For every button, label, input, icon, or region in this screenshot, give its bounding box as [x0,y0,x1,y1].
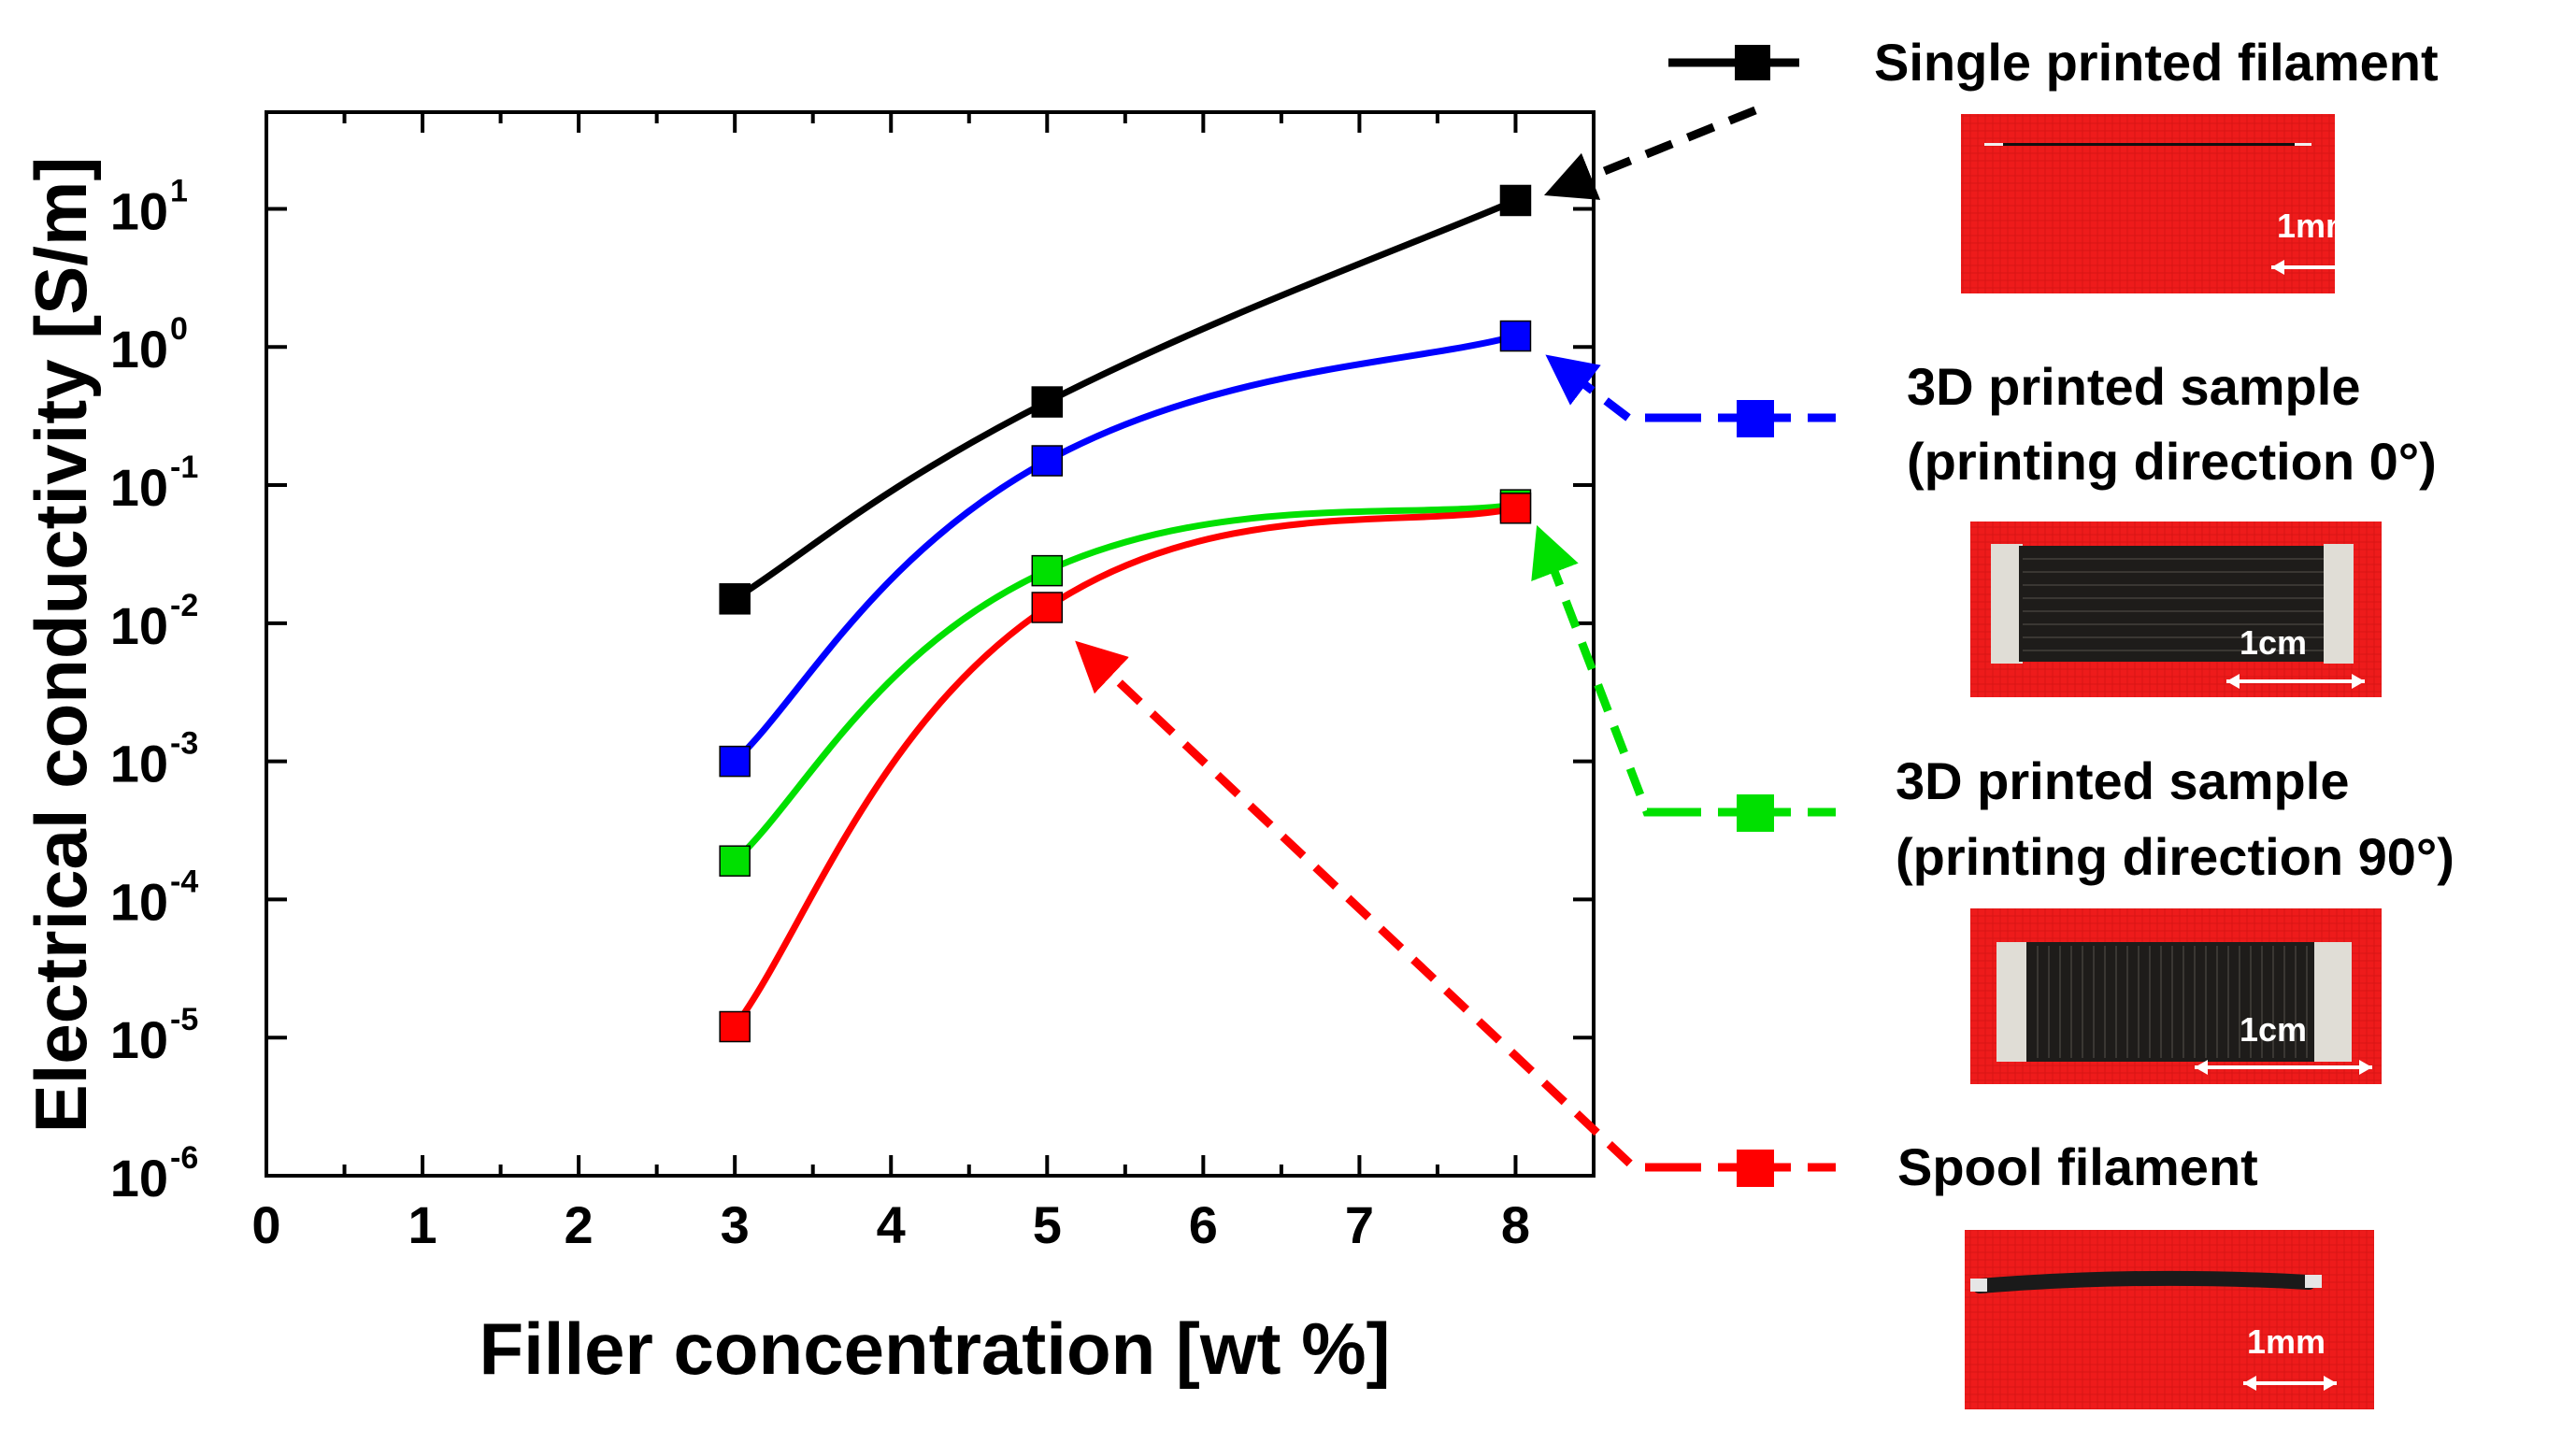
y-tick-exponent: 0 [170,311,188,347]
data-point-spool-8 [1499,493,1532,524]
legend-label-spool: Spool filament [1897,1137,2258,1196]
arrow-spool [1075,640,1673,1172]
y-axis-title: Electrical conductivity [S/m] [20,157,102,1134]
data-point-spool-5 [1031,592,1064,623]
y-tick-base: 10 [110,320,168,379]
data-point-ninety-5 [1031,554,1064,587]
legend-marker-zero [1737,400,1774,437]
y-tick-exponent: -3 [170,726,198,762]
x-tick-label: 0 [251,1195,280,1254]
filament-thread [2000,143,2295,146]
arrow-ninety [1531,524,1673,817]
y-tick-base: 10 [110,735,168,793]
y-tick-label: 10 -4 [110,864,199,931]
y-tick-base: 10 [110,181,168,240]
x-tick-label: 4 [877,1195,906,1254]
x-tick-labels: 0 1 2 3 4 5 6 7 8 [251,1195,1530,1254]
legend-entry-spool: Spool filament 1mm [1673,1137,2374,1409]
y-tick-label: 10 -1 [110,450,199,517]
scale-label-ninety: 1cm [2240,1010,2307,1049]
y-tick-label: 10 0 [110,311,188,379]
scale-label-single: 1mm [2277,207,2355,245]
x-tick-label: 1 [408,1195,436,1254]
y-tick-base: 10 [110,458,168,517]
legend-marker-single [1735,45,1770,80]
legend-label-zero-line1: 3D printed sample [1907,357,2360,416]
y-tick-label: 10 -3 [110,726,199,793]
y-tick-base: 10 [110,872,168,931]
x-tick-label: 2 [565,1195,594,1254]
legend-entry-zero: 3D printed sample (printing direction 0°… [1673,357,2437,697]
y-tick-label: 10 -2 [110,588,199,655]
legend-label-ninety-line1: 3D printed sample [1896,751,2349,810]
sample-electrode-left [1991,544,2023,664]
photo-spool-filament [1965,1230,2374,1409]
y-tick-label: 10 1 [110,173,188,240]
data-point-zero-3 [719,745,751,778]
data-point-single-5 [1031,386,1064,418]
x-tick-label: 3 [721,1195,750,1254]
y-tick-exponent: 1 [170,173,188,208]
legend-label-ninety-line2: (printing direction 90°) [1896,827,2454,886]
scale-label-zero: 1cm [2240,623,2307,662]
filament-tip-left [1984,143,2003,146]
sample-electrode-right-90 [2314,942,2352,1062]
legend-entry-single: Single printed filament 1mm [1668,33,2439,293]
y-tick-exponent: -6 [170,1140,198,1176]
sample-electrode-right [2324,544,2354,664]
plot-frame [265,110,1596,1178]
y-tick-exponent: -4 [170,864,198,899]
legend-arrows [1075,106,1757,1172]
legend-label-single: Single printed filament [1874,33,2439,92]
scale-label-spool: 1mm [2247,1322,2326,1361]
x-tick-label: 7 [1345,1195,1374,1254]
data-point-ninety-3 [719,845,751,877]
arrow-single [1543,106,1757,200]
y-tick-base: 10 [110,596,168,655]
sample-electrode-left-90 [1996,942,2030,1062]
series-markers [719,184,1532,1043]
data-point-zero-5 [1031,445,1064,477]
data-point-single-3 [719,583,751,615]
x-tick-label: 5 [1033,1195,1062,1254]
y-tick-exponent: -5 [170,1002,198,1037]
data-point-zero-8 [1499,320,1532,352]
y-tick-label: 10 -5 [110,1002,199,1069]
y-tick-base: 10 [110,1149,168,1208]
data-point-spool-3 [719,1010,751,1043]
series-line-single [733,197,1517,602]
data-point-single-8 [1499,184,1532,217]
filament-tip-right [2295,143,2311,146]
y-tick-label: 10 -6 [110,1140,199,1208]
x-tick-label: 8 [1501,1195,1530,1254]
legend-marker-spool [1737,1150,1774,1187]
sample-body-0deg [2019,546,2327,662]
legend-entry-ninety: 3D printed sample (printing direction 90… [1673,751,2454,1084]
x-axis-title: Filler concentration [wt %] [479,1308,1390,1390]
arrow-zero [1545,354,1673,422]
legend-label-zero-line2: (printing direction 0°) [1907,432,2437,491]
series-lines [732,197,1517,1029]
legend-marker-ninety [1737,794,1774,832]
spool-filament-strand [1972,1270,2316,1293]
axis-ticks [265,112,1594,1178]
y-tick-base: 10 [110,1010,168,1069]
series-line-zero [732,333,1517,765]
y-tick-exponent: -1 [170,450,198,485]
x-tick-label: 6 [1189,1195,1218,1254]
y-tick-exponent: -2 [170,588,198,623]
